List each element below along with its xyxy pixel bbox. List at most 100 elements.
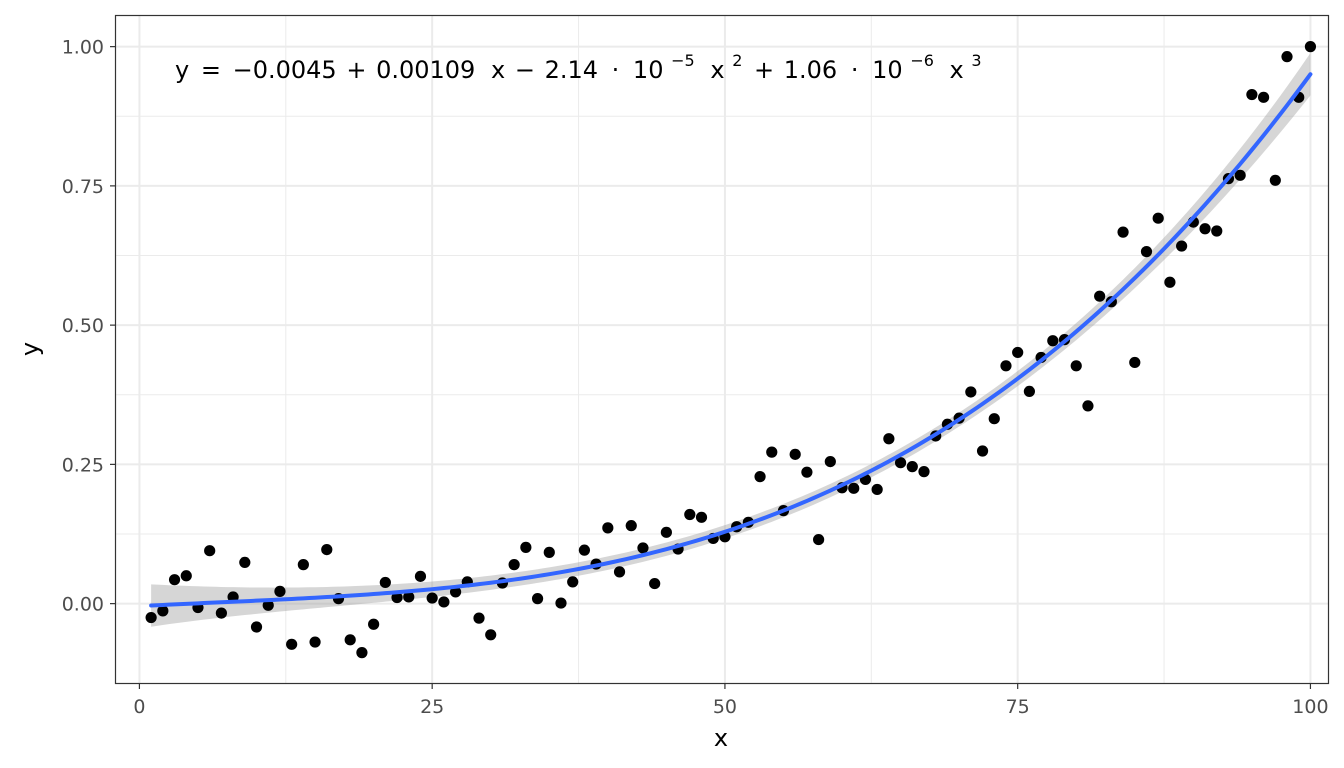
data-point xyxy=(531,593,544,605)
data-point xyxy=(1129,356,1141,369)
data-point xyxy=(250,621,263,633)
data-point xyxy=(543,546,555,558)
data-point xyxy=(918,466,930,478)
eq-base-2: 10 xyxy=(872,56,903,84)
data-point xyxy=(262,599,274,611)
x-tick-label: 0 xyxy=(133,696,145,718)
data-point xyxy=(1070,360,1082,372)
data-point xyxy=(1023,385,1035,398)
eq-x-1: x xyxy=(491,56,505,84)
data-point xyxy=(578,544,591,556)
data-point xyxy=(567,576,579,588)
x-tick-label: 50 xyxy=(713,696,737,718)
data-point xyxy=(356,647,368,659)
data-point xyxy=(1082,400,1094,412)
data-point xyxy=(1094,290,1106,302)
y-axis-title: y xyxy=(16,342,44,356)
fit-line-layer xyxy=(149,72,1313,608)
data-point xyxy=(449,586,462,598)
points-layer xyxy=(145,41,1317,659)
eq-plus-2: + xyxy=(754,56,774,84)
data-point xyxy=(766,446,778,458)
data-point xyxy=(239,556,251,569)
major-gridlines xyxy=(116,16,1328,683)
eq-minus: − xyxy=(515,56,535,84)
data-point xyxy=(379,576,391,589)
data-point xyxy=(625,520,637,532)
data-point xyxy=(754,471,766,483)
x-tick-label: 75 xyxy=(1006,696,1030,718)
data-point xyxy=(1117,226,1129,238)
data-point xyxy=(391,591,403,604)
eq-x-3-power: 3 xyxy=(971,51,981,70)
data-point xyxy=(1269,174,1281,186)
eq-quad-exponent: −5 xyxy=(671,51,695,70)
data-point xyxy=(168,574,181,586)
y-tick-label: 0.00 xyxy=(62,594,104,616)
eq-x-3: x xyxy=(950,56,964,84)
data-point xyxy=(145,611,157,624)
data-point xyxy=(637,542,649,554)
eq-dot-2: · xyxy=(851,56,859,84)
regression-equation: y = −0.0045 + 0.00109 x − 2.14 · 10 −5 x… xyxy=(175,44,982,84)
data-point xyxy=(965,386,977,398)
data-point xyxy=(976,445,989,457)
data-point xyxy=(1304,41,1317,53)
data-point xyxy=(286,638,298,650)
data-point xyxy=(157,605,169,617)
data-point xyxy=(1176,240,1188,252)
data-point xyxy=(684,508,696,521)
eq-base-1: 10 xyxy=(633,56,664,84)
y-tick-label: 0.75 xyxy=(62,176,104,198)
data-point xyxy=(988,413,1000,425)
eq-plus-1: + xyxy=(346,56,366,84)
data-point xyxy=(180,570,192,582)
data-point xyxy=(297,559,309,571)
data-point xyxy=(368,618,380,630)
y-tick-label: 0.25 xyxy=(62,454,104,476)
data-point xyxy=(204,545,216,557)
data-point xyxy=(520,541,532,553)
data-point xyxy=(1246,88,1258,101)
data-point xyxy=(602,522,614,534)
data-point xyxy=(555,597,567,609)
eq-x-2-power: 2 xyxy=(732,51,742,70)
x-axis: 0 25 50 75 100 xyxy=(133,683,1329,718)
data-point xyxy=(649,577,661,590)
y-axis: 0.00 0.25 0.50 0.75 1.00 xyxy=(62,37,116,616)
x-tick-label: 25 xyxy=(420,696,444,718)
data-point xyxy=(1281,51,1293,63)
data-point xyxy=(660,526,672,538)
data-point xyxy=(309,636,321,648)
eq-cubic-mantissa: 1.06 xyxy=(784,56,837,84)
data-point xyxy=(414,570,427,582)
data-point xyxy=(1000,360,1012,372)
data-point xyxy=(906,461,918,473)
eq-intercept: −0.0045 xyxy=(233,56,337,84)
data-point xyxy=(1012,346,1024,359)
y-tick-label: 1.00 xyxy=(62,37,104,59)
data-point xyxy=(1140,246,1153,258)
eq-cubic-exponent: −6 xyxy=(910,51,934,70)
data-point xyxy=(473,612,485,624)
data-point xyxy=(1211,225,1223,237)
data-point xyxy=(824,455,836,468)
eq-dot-1: · xyxy=(612,56,620,84)
data-point xyxy=(1047,335,1059,347)
data-point xyxy=(894,457,907,469)
data-point xyxy=(274,585,286,597)
x-axis-title: x xyxy=(714,724,728,752)
data-point xyxy=(215,607,227,619)
data-point xyxy=(321,544,333,556)
data-point xyxy=(426,592,438,604)
data-point xyxy=(613,566,626,578)
data-point xyxy=(508,559,520,571)
data-point xyxy=(871,483,883,496)
data-point xyxy=(344,634,356,646)
data-point xyxy=(485,629,497,641)
data-point xyxy=(813,533,825,546)
plot-panel-border xyxy=(114,14,1330,685)
data-point xyxy=(1234,169,1246,181)
data-point xyxy=(883,433,895,445)
